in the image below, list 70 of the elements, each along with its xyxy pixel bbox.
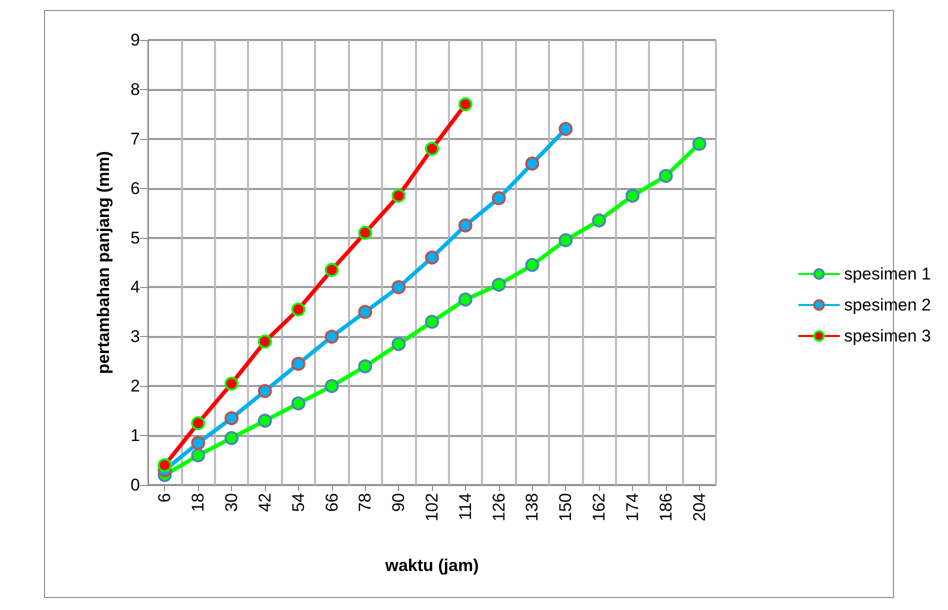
y-tick-label: 6	[130, 178, 140, 198]
point	[658, 168, 673, 183]
point	[358, 304, 372, 319]
x-tick-label: 78	[356, 493, 375, 512]
y-tick-label: 4	[130, 278, 140, 297]
y-tick-label: 2	[130, 376, 140, 396]
point	[458, 218, 472, 232]
point	[625, 188, 640, 203]
point	[425, 250, 439, 265]
x-tick-label: 30	[222, 493, 242, 512]
x-tick-label: 150	[556, 493, 576, 522]
x-axis-title: waktu (jam)	[384, 556, 479, 575]
point	[392, 337, 406, 352]
x-tick-label: 126	[489, 493, 508, 522]
point	[158, 458, 172, 472]
point	[191, 416, 206, 430]
point	[525, 156, 540, 171]
point	[558, 233, 573, 248]
x-tick-label: 162	[590, 493, 609, 522]
point	[592, 213, 606, 228]
legend-label: spesimen 1	[844, 264, 932, 284]
point	[258, 414, 272, 428]
x-tick-label: 102	[422, 493, 442, 522]
point	[224, 431, 239, 446]
y-tick-label: 3	[130, 327, 140, 346]
x-tick-label: 6	[155, 493, 174, 502]
point	[425, 142, 439, 156]
y-tick-label: 8	[130, 80, 140, 99]
x-tick-label: 114	[456, 493, 475, 520]
point	[425, 314, 439, 329]
y-axis-title: pertambahan panjang (mm)	[94, 151, 113, 374]
point	[492, 278, 506, 292]
x-tick-label: 90	[389, 493, 408, 512]
x-tick-label: 18	[188, 493, 208, 512]
y-tick-label: 9	[130, 30, 140, 50]
y-tick-label: 7	[130, 129, 140, 148]
y-tick-label: 5	[130, 228, 140, 248]
point	[324, 379, 339, 394]
x-tick-label: 174	[622, 493, 642, 522]
x-tick-label: 42	[255, 493, 274, 512]
x-tick-label: 66	[322, 493, 342, 512]
point	[291, 302, 306, 316]
point	[224, 411, 239, 426]
legend-label: spesimen 3	[844, 326, 932, 346]
y-tick-label: 0	[130, 476, 140, 494]
point	[224, 376, 239, 391]
point	[525, 258, 540, 272]
point	[358, 226, 372, 240]
x-tick-label: 186	[656, 493, 676, 522]
point	[191, 436, 206, 450]
y-tick-label: 1	[130, 426, 140, 446]
point	[692, 136, 706, 151]
point	[392, 188, 406, 203]
x-tick-label: 54	[288, 493, 308, 512]
legend-label: spesimen 2	[844, 296, 932, 314]
point	[492, 191, 506, 206]
point	[258, 334, 272, 349]
x-tick-label: 138	[522, 493, 542, 522]
point	[558, 122, 573, 136]
point	[324, 262, 339, 277]
point	[458, 292, 472, 307]
point	[191, 448, 206, 462]
point	[458, 97, 472, 112]
point	[291, 396, 306, 410]
point	[258, 384, 272, 398]
point	[324, 330, 339, 344]
x-tick-label: 204	[690, 493, 709, 522]
point	[358, 359, 372, 374]
point	[392, 280, 406, 294]
point	[291, 356, 306, 371]
